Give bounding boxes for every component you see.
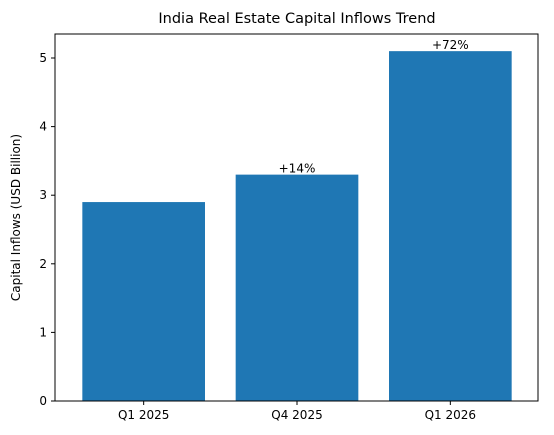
chart-title: India Real Estate Capital Inflows Trend — [158, 11, 435, 27]
data-label: +72% — [432, 38, 469, 52]
x-tick-label: Q1 2026 — [425, 408, 476, 422]
bars-group — [82, 51, 512, 401]
y-tick-label: 2 — [39, 257, 47, 271]
y-axis-label: Capital Inflows (USD Billion) — [9, 134, 23, 301]
x-tick-label: Q4 2025 — [271, 408, 322, 422]
data-label: +14% — [279, 162, 316, 176]
bar-q1-2026 — [389, 51, 512, 401]
data-labels-group: +14% +72% — [279, 38, 469, 175]
bar-q1-2025 — [82, 202, 205, 401]
y-tick-label: 0 — [39, 394, 47, 408]
plot-frame — [54, 33, 539, 402]
y-tick-label: 4 — [39, 120, 47, 134]
y-tick-label: 1 — [39, 325, 47, 339]
y-tick-label: 3 — [39, 188, 47, 202]
x-tick-label: Q1 2025 — [118, 408, 169, 422]
y-axis: 0 1 2 3 4 5 — [39, 51, 55, 408]
bar-q4-2025 — [235, 174, 359, 401]
y-tick-label: 5 — [39, 51, 47, 65]
x-axis: Q1 2025 Q4 2025 Q1 2026 — [118, 401, 476, 422]
